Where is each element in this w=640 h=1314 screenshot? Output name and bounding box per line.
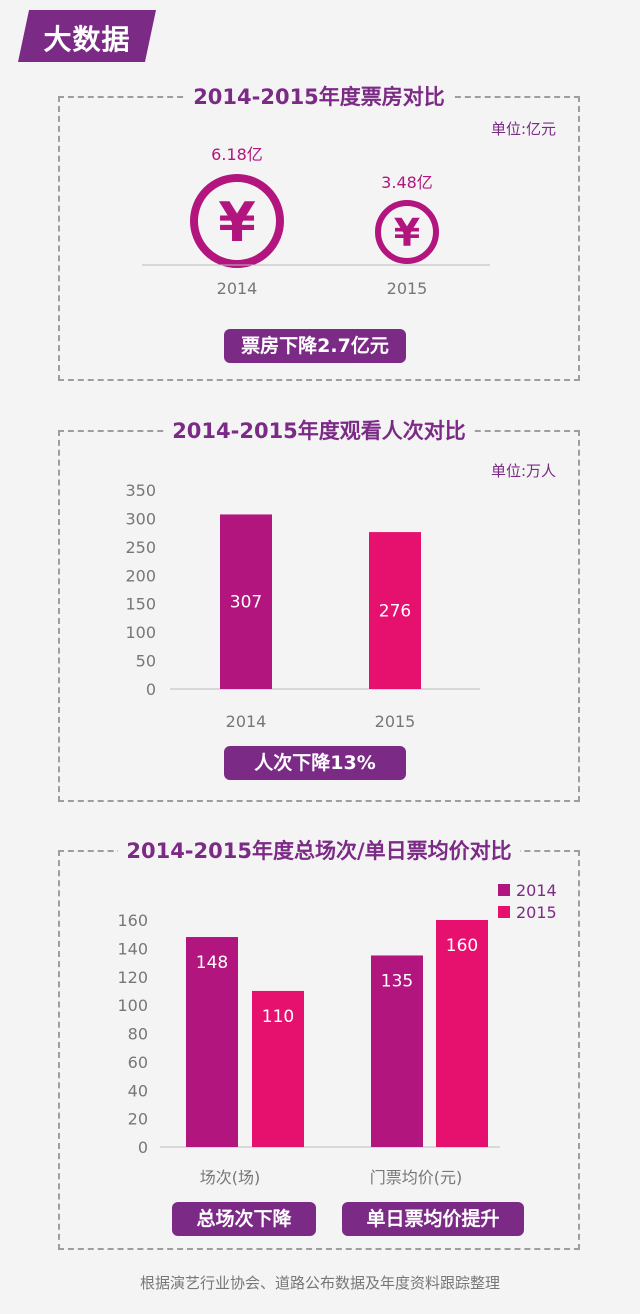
- y-tick-label: 150: [125, 595, 156, 614]
- y-tick-label: 80: [128, 1025, 148, 1044]
- bar-2015-0: [252, 990, 304, 1147]
- yen-symbol-2014: ¥: [218, 191, 256, 254]
- bar-2014: [220, 514, 272, 689]
- header-tag: 大数据: [18, 10, 156, 62]
- y-tick-label: 300: [125, 509, 156, 528]
- y-tick-label: 20: [128, 1110, 148, 1129]
- audience-unit: 单位:万人: [490, 462, 556, 480]
- bar-value-label: 148: [196, 953, 228, 973]
- box-office-year-2014: 2014: [217, 279, 258, 298]
- y-tick-label: 160: [117, 911, 148, 930]
- box-office-section: 2014-2015年度票房对比 单位:亿元 6.18亿 ¥ 3.48亿 ¥ 20…: [58, 85, 580, 381]
- box-office-year-2015: 2015: [387, 279, 428, 298]
- shows-note: 总场次下降: [172, 1202, 316, 1236]
- box-office-2015-value: 3.48亿: [381, 173, 433, 192]
- x-tick-label: 2015: [375, 712, 416, 731]
- y-tick-label: 200: [125, 566, 156, 585]
- bar-value-label: 110: [262, 1007, 294, 1027]
- y-tick-label: 0: [138, 1138, 148, 1157]
- shows-price-title: 2014-2015年度总场次/单日票均价对比: [60, 835, 578, 865]
- bar-value-label: 160: [446, 936, 478, 956]
- box-office-title: 2014-2015年度票房对比: [60, 81, 578, 111]
- y-tick-label: 60: [128, 1053, 148, 1072]
- bar-value-label: 135: [381, 971, 413, 991]
- y-tick-label: 0: [146, 680, 156, 699]
- bar-2015: [369, 532, 421, 689]
- price-note: 单日票均价提升: [342, 1202, 524, 1236]
- audience-note: 人次下降13%: [224, 746, 406, 780]
- bar-2014-1: [371, 955, 423, 1147]
- y-tick-label: 50: [136, 652, 156, 671]
- y-tick-label: 100: [117, 996, 148, 1015]
- legend-label: 2015: [516, 903, 557, 922]
- box-office-graphic: 6.18亿 ¥ 3.48亿 ¥ 2014 2015: [142, 145, 490, 298]
- shows-price-section: 2014-2015年度总场次/单日票均价对比 0 20 40 60 80 100 120 14…: [58, 839, 580, 1250]
- y-tick-label: 120: [117, 968, 148, 987]
- x-tick-label: 门票均价(元): [370, 1168, 463, 1187]
- audience-title: 2014-2015年度观看人次对比: [60, 415, 578, 445]
- bar-value-label: 276: [379, 602, 411, 622]
- audience-section: 2014-2015年度观看人次对比 单位:万人 0 50 100 150 200 250 3…: [58, 419, 580, 802]
- source-note: 根据演艺行业协会、道路公布数据及年度资料跟踪整理: [139, 1274, 500, 1292]
- yen-coin-2015-icon: [375, 200, 439, 264]
- legend-label: 2014: [516, 881, 557, 900]
- x-tick-label: 场次(场): [200, 1168, 261, 1187]
- box-office-2014-value: 6.18亿: [211, 145, 263, 164]
- box-office-unit: 单位:亿元: [490, 120, 556, 138]
- y-tick-label: 140: [117, 939, 148, 958]
- audience-chart: 0 50 100 150 200 250 300 350 307 2014 276 2015: [125, 481, 480, 731]
- bar-2014-0: [186, 937, 238, 1147]
- legend-swatch: [498, 906, 510, 918]
- header-tag-label: 大数据: [43, 23, 131, 56]
- x-tick-label: 2014: [226, 712, 267, 731]
- y-tick-label: 350: [125, 481, 156, 500]
- legend-swatch: [498, 884, 510, 896]
- yen-symbol-2015: ¥: [394, 211, 420, 255]
- y-tick-label: 250: [125, 538, 156, 557]
- shows-price-chart: 0 20 40 60 80 100 120 140 160 148 135 110 160 场次(场) 门票…: [117, 881, 557, 1187]
- bar-2015-1: [436, 920, 488, 1147]
- box-office-note: 票房下降2.7亿元: [224, 329, 406, 363]
- bar-value-label: 307: [230, 593, 262, 613]
- y-tick-label: 100: [125, 623, 156, 642]
- yen-coin-2014-icon: [190, 174, 284, 268]
- y-tick-label: 40: [128, 1081, 148, 1100]
